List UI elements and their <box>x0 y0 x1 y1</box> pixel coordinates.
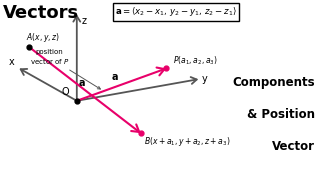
Text: O: O <box>61 87 69 97</box>
Text: $\mathbf{a} = \langle x_2 - x_1,\, y_2 - y_1,\, z_2 - z_1 \rangle$: $\mathbf{a} = \langle x_2 - x_1,\, y_2 -… <box>115 5 237 18</box>
Text: & Position: & Position <box>247 108 315 121</box>
Text: y: y <box>202 74 207 84</box>
Text: $B(x + a_1, y + a_2, z + a_3)$: $B(x + a_1, y + a_2, z + a_3)$ <box>144 135 230 148</box>
Text: Vector: Vector <box>272 140 315 153</box>
Text: position
vector of $P$: position vector of $P$ <box>30 49 100 89</box>
Text: Components: Components <box>233 76 315 89</box>
Text: z: z <box>82 16 87 26</box>
Text: $A(x, y, z)$: $A(x, y, z)$ <box>26 31 60 44</box>
Text: Vectors: Vectors <box>3 4 79 22</box>
Text: $P(a_1, a_2, a_3)$: $P(a_1, a_2, a_3)$ <box>173 54 218 67</box>
Text: $\mathbf{a}$: $\mathbf{a}$ <box>78 78 85 88</box>
Text: x: x <box>9 57 14 67</box>
Text: $\mathbf{a}$: $\mathbf{a}$ <box>111 72 119 82</box>
